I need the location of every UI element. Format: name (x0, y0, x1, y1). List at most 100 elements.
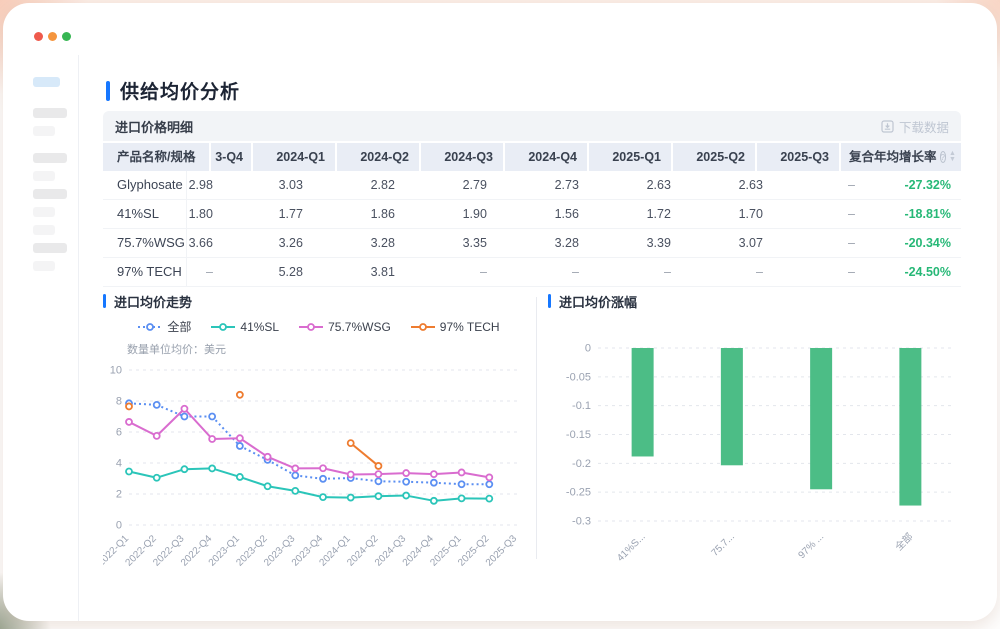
cagr-header-label: 复合年均增长率 (849, 150, 937, 164)
sidebar-item[interactable] (33, 171, 55, 181)
svg-text:全部: 全部 (892, 530, 915, 553)
product-name-cell: 41%SL (103, 200, 187, 228)
legend-item[interactable]: 97% TECH (410, 318, 500, 335)
price-cell: 3.28 (370, 236, 395, 250)
price-cell: 1.56 (554, 207, 579, 221)
column-header: 2024-Q4 (505, 143, 587, 171)
column-header: 2024-Q3 (421, 143, 503, 171)
price-cell: 3.07 (738, 236, 763, 250)
table-card-header: 进口价格明细 下载数据 (103, 111, 961, 141)
table-row[interactable]: 41%SL 1.80 1.77 1.86 1.90 1.56 1.72 1.70 – -18.81… (103, 200, 961, 229)
trend-chart-header: 进口均价走势 (103, 293, 535, 310)
column-header: 2025-Q1 (589, 143, 671, 171)
maximize-window-button[interactable] (62, 32, 71, 41)
cagr-info-icon[interactable]: ? (939, 151, 946, 163)
legend-label: 75.7%WSG (328, 319, 391, 334)
sidebar-item[interactable] (33, 108, 67, 118)
legend-label: 97% TECH (439, 319, 500, 334)
product-name-cell: Glyphosate (103, 171, 187, 199)
price-cell: 3.03 (278, 178, 303, 192)
svg-text:-0.2: -0.2 (572, 458, 591, 470)
trend-chart-title: 进口均价走势 (114, 294, 193, 310)
svg-text:-0.3: -0.3 (572, 516, 591, 528)
close-window-button[interactable] (34, 32, 43, 41)
change-chart-section: 进口均价涨幅 0 -0.05 -0.1 -0.15 -0.2 -0.25 -0.3 41%S.… (548, 293, 963, 564)
trend-line-chart: 02468102022-Q12022-Q22022-Q32022-Q42023-… (103, 365, 521, 569)
price-cell: 1.80 (188, 207, 213, 221)
price-cell: 1.86 (370, 207, 395, 221)
trend-chart-unit-label: 数量单位均价：美元 (127, 344, 226, 356)
price-cell: – (848, 207, 855, 221)
sidebar-item[interactable] (33, 153, 67, 163)
minimize-window-button[interactable] (48, 32, 57, 41)
svg-text:-0.1: -0.1 (572, 400, 591, 412)
product-name-cell: 75.7%WSG (103, 229, 187, 257)
price-cell: – (848, 178, 855, 192)
legend-item[interactable]: 41%SL (211, 318, 279, 335)
price-cell: – (664, 265, 671, 279)
svg-text:97% ...: 97% ... (796, 531, 826, 561)
price-cell: 3.28 (554, 236, 579, 250)
cagr-cell: -18.81% (904, 207, 951, 221)
table-row[interactable]: 97% TECH – 5.28 3.81 – – – – – -24.50% (103, 258, 961, 287)
legend-label: 41%SL (240, 319, 280, 334)
sidebar-item[interactable] (33, 207, 55, 217)
svg-text:4: 4 (116, 458, 122, 470)
cagr-sort-icon[interactable]: ▲ ▼ (948, 150, 956, 163)
legend-label: 全部 (167, 320, 192, 334)
price-cell: 3.66 (188, 236, 213, 250)
svg-text:41%S...: 41%S... (615, 531, 648, 564)
page-title: 供给均价分析 (120, 82, 241, 103)
table-row[interactable]: 75.7%WSG 3.66 3.26 3.28 3.35 3.28 3.39 3.07 – -20… (103, 229, 961, 258)
page-header: 供给均价分析 (106, 77, 240, 104)
table-card-title: 进口价格明细 (115, 119, 194, 135)
column-header: 产品名称/规格 (103, 143, 209, 171)
price-cell: – (848, 265, 855, 279)
svg-text:8: 8 (116, 396, 122, 408)
sidebar-item-active[interactable] (33, 77, 60, 87)
sidebar-item[interactable] (33, 126, 55, 136)
price-cell: 1.90 (462, 207, 487, 221)
svg-text:-0.25: -0.25 (566, 487, 591, 499)
price-cell: – (572, 265, 579, 279)
price-cell: 1.70 (738, 207, 763, 221)
price-cell: – (480, 265, 487, 279)
window-controls (34, 32, 71, 41)
column-header: 2025-Q2 (673, 143, 755, 171)
download-label: 下载数据 (898, 120, 949, 135)
svg-text:-0.15: -0.15 (566, 429, 591, 441)
column-header: 2024-Q1 (253, 143, 335, 171)
column-header: 复合年均增长率? ▲ ▼ (841, 143, 961, 171)
legend-item[interactable]: 75.7%WSG (299, 318, 391, 335)
title-accent-bar (106, 80, 110, 101)
price-cell: 2.79 (462, 178, 487, 192)
sidebar-divider (78, 55, 79, 621)
cagr-cell: -27.32% (904, 178, 951, 192)
price-cell: 5.28 (278, 265, 303, 279)
sidebar-item[interactable] (33, 243, 67, 253)
legend-item[interactable]: 全部 (138, 318, 191, 335)
sidebar-item[interactable] (33, 189, 67, 199)
price-cell: 2.73 (554, 178, 579, 192)
sidebar-item[interactable] (33, 261, 55, 271)
price-cell: – (848, 236, 855, 250)
cagr-cell: -24.50% (904, 265, 951, 279)
sidebar-item[interactable] (33, 225, 55, 235)
price-cell: 3.26 (278, 236, 303, 250)
column-header: 3-Q4 (211, 143, 251, 171)
table-row[interactable]: Glyphosate 2.98 3.03 2.82 2.79 2.73 2.63 2.63 – -… (103, 171, 961, 200)
download-data-button[interactable]: 下载数据 (881, 117, 949, 136)
svg-text:2: 2 (116, 489, 122, 501)
price-cell: 2.63 (646, 178, 671, 192)
legend-marker-icon (211, 322, 236, 331)
svg-text:-0.05: -0.05 (566, 371, 591, 383)
price-cell: – (756, 265, 763, 279)
download-icon (881, 119, 894, 133)
section-accent-bar (103, 294, 106, 308)
price-cell: 3.35 (462, 236, 487, 250)
app-window: 供给均价分析 进口价格明细 下载数据 产品名称/规格 3-Q4 2024-Q1 202… (3, 3, 997, 621)
price-cell: – (206, 265, 213, 279)
trend-chart-section: 进口均价走势 全部 41%SL 75.7%WSG 97% TECH 数量单位均价：美元… (103, 293, 535, 569)
svg-text:0: 0 (585, 343, 591, 355)
svg-text:0: 0 (116, 520, 122, 532)
